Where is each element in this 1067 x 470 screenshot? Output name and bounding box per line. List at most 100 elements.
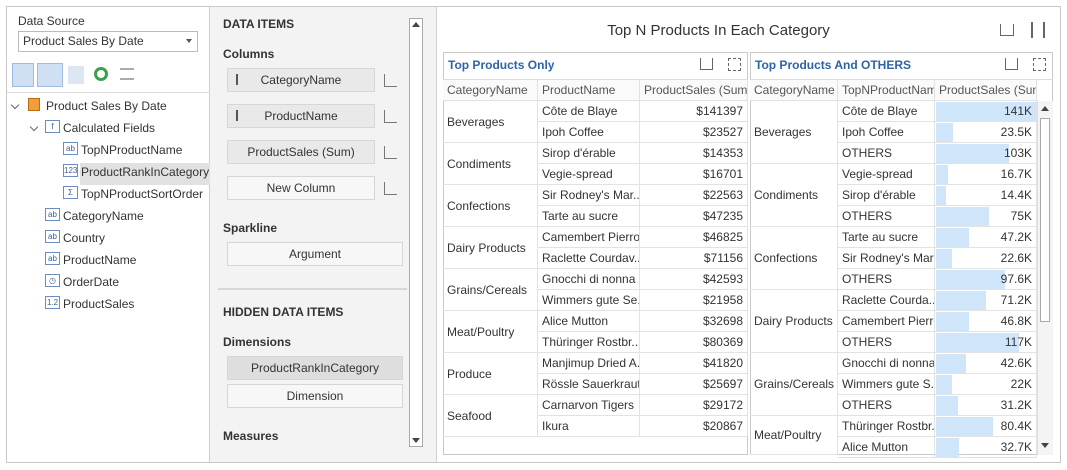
- scrollbar[interactable]: [409, 18, 423, 447]
- data-bar: [936, 396, 959, 415]
- export-icon[interactable]: [700, 58, 713, 70]
- sales-cell: 46.8K: [935, 311, 1037, 332]
- sales-cell: 14.4K: [935, 185, 1037, 206]
- scroll-down[interactable]: [1041, 443, 1049, 448]
- field-icon: ab: [63, 142, 78, 155]
- product-cell: Ipoh Coffee: [838, 122, 935, 143]
- datasource-icon: [28, 98, 40, 111]
- product-cell: Ikura: [538, 416, 640, 437]
- toolbar-button[interactable]: [12, 63, 34, 87]
- grid-title: Top Products Only: [448, 58, 555, 72]
- section-title: DATA ITEMS: [223, 17, 295, 31]
- tree-item[interactable]: ProductName: [63, 253, 137, 267]
- field-icon: 1.2: [45, 296, 60, 309]
- tree-item[interactable]: ProductRankInCategory: [81, 165, 210, 179]
- product-cell: Manjimup Dried A...: [538, 353, 640, 374]
- category-cell: Confections: [443, 185, 538, 227]
- category-cell: Beverages: [443, 101, 538, 143]
- export-icon[interactable]: [1000, 24, 1014, 36]
- product-cell: OTHERS: [838, 206, 935, 227]
- data-item[interactable]: Argument: [227, 242, 403, 266]
- parameters-icon[interactable]: [1031, 22, 1045, 38]
- field-icon: ab: [45, 252, 60, 265]
- grid-title: Top Products And OTHERS: [755, 58, 911, 72]
- category-cell: Dairy Products: [443, 227, 538, 269]
- category-cell: Dairy Products: [750, 290, 838, 353]
- sales-cell: 117K: [935, 332, 1037, 353]
- tree-item[interactable]: ProductSales: [63, 297, 135, 311]
- product-cell: Côte de Blaye: [538, 101, 640, 122]
- field-icon: 123: [63, 164, 78, 177]
- data-bar: [936, 291, 987, 310]
- data-item[interactable]: New Column: [227, 176, 375, 200]
- export-icon[interactable]: [1005, 58, 1018, 70]
- sales-cell: $23527: [640, 122, 748, 143]
- data-source-select[interactable]: Product Sales By Date: [18, 31, 198, 52]
- data-item[interactable]: CategoryName: [227, 68, 375, 92]
- data-bar: [936, 102, 1036, 121]
- dropdown-arrow: [186, 39, 192, 43]
- scroll-up[interactable]: [412, 22, 420, 27]
- sales-cell: 97.6K: [935, 269, 1037, 290]
- maximize-icon[interactable]: [728, 58, 741, 71]
- data-bar: [936, 123, 953, 142]
- data-item[interactable]: ProductSales (Sum): [227, 140, 375, 164]
- separator: [750, 79, 1053, 80]
- sales-cell: $29172: [640, 395, 748, 416]
- product-cell: Tarte au sucre: [538, 206, 640, 227]
- item-option-icon[interactable]: [384, 146, 397, 159]
- scroll-up[interactable]: [1041, 106, 1049, 111]
- product-cell: Camembert Pierrot: [538, 227, 640, 248]
- toolbar-button[interactable]: [68, 66, 84, 84]
- tree-item[interactable]: Product Sales By Date: [46, 99, 167, 113]
- item-option-icon[interactable]: [384, 110, 397, 123]
- category-cell: Seafood: [443, 395, 538, 437]
- refresh-button[interactable]: [94, 67, 108, 81]
- tree-item[interactable]: OrderDate: [63, 275, 120, 289]
- scroll-down[interactable]: [412, 438, 420, 443]
- tree-item[interactable]: TopNProductSortOrder: [81, 187, 204, 201]
- separator: [218, 288, 407, 290]
- tree-item[interactable]: TopNProductName: [81, 143, 183, 157]
- sales-cell: $71156: [640, 248, 748, 269]
- column-header[interactable]: TopNProductName: [838, 80, 935, 101]
- item-option-icon[interactable]: [384, 74, 397, 87]
- field-icon: f: [45, 120, 60, 133]
- selected-row: [80, 163, 210, 185]
- scroll-thumb[interactable]: [1040, 118, 1050, 322]
- column-header[interactable]: ProductSales (Sum): [935, 80, 1037, 101]
- product-cell: OTHERS: [838, 269, 935, 290]
- toolbar-button[interactable]: [120, 68, 134, 80]
- tree-item[interactable]: CategoryName: [63, 209, 144, 223]
- column-header[interactable]: CategoryName: [750, 80, 838, 101]
- sales-cell: 22K: [935, 374, 1037, 395]
- column-header[interactable]: ProductSales (Sum): [640, 80, 748, 101]
- sales-cell: $80369: [640, 332, 748, 353]
- tree-item[interactable]: Country: [63, 231, 106, 245]
- sales-cell: $42593: [640, 269, 748, 290]
- data-bar: [936, 333, 1019, 352]
- product-cell: OTHERS: [838, 143, 935, 164]
- column-header[interactable]: ProductName: [538, 80, 640, 101]
- product-cell: Sirop d'érable: [838, 185, 935, 206]
- sales-cell: 23.5K: [935, 122, 1037, 143]
- sales-cell: $32698: [640, 311, 748, 332]
- product-cell: Vegie-spread: [538, 164, 640, 185]
- category-cell: Grains/Cereals: [443, 269, 538, 311]
- item-option-icon[interactable]: [384, 182, 397, 195]
- data-item[interactable]: ProductRankInCategory: [227, 356, 403, 380]
- sales-cell: $20867: [640, 416, 748, 437]
- sales-cell: 71.2K: [935, 290, 1037, 311]
- product-cell: Raclette Courdav...: [538, 248, 640, 269]
- sales-cell: $25697: [640, 374, 748, 395]
- tree-item[interactable]: Calculated Fields: [63, 121, 156, 135]
- data-item[interactable]: ProductName: [227, 104, 375, 128]
- data-bar: [936, 312, 970, 331]
- maximize-icon[interactable]: [1033, 58, 1046, 71]
- data-item[interactable]: Dimension: [227, 384, 403, 408]
- data-bar: [936, 165, 948, 184]
- field-icon: Σ: [63, 186, 78, 199]
- sales-cell: 22.6K: [935, 248, 1037, 269]
- toolbar-button[interactable]: [37, 63, 63, 87]
- column-header[interactable]: CategoryName: [443, 80, 538, 101]
